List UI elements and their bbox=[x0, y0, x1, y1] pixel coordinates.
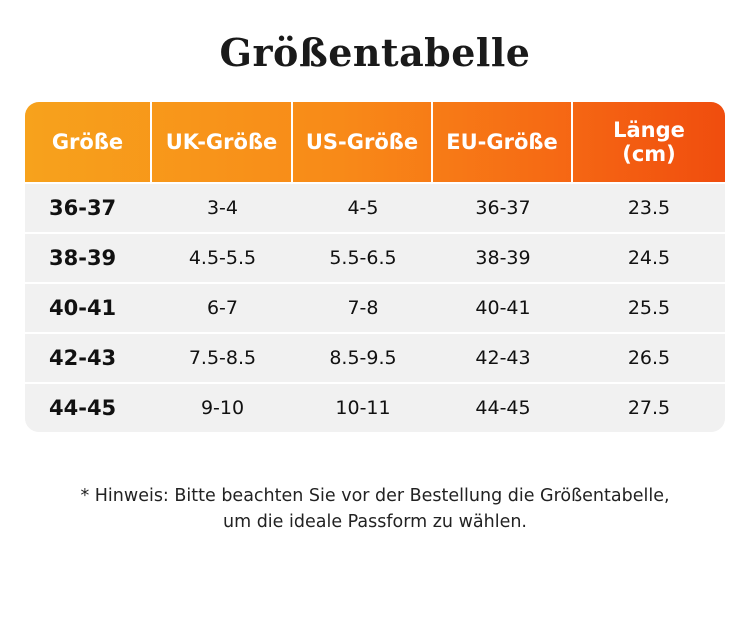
cell-size: 36-37 bbox=[49, 196, 117, 220]
table-row: 38-39 4.5-5.5 5.5-6.5 38-39 24.5 bbox=[25, 232, 725, 282]
cell-size: 44-45 bbox=[49, 396, 117, 420]
table-row: 36-37 3-4 4-5 36-37 23.5 bbox=[25, 182, 725, 232]
cell-us-size: 10-11 bbox=[335, 397, 391, 419]
cell-length: 27.5 bbox=[627, 397, 671, 419]
header-uk-size: UK-Größe bbox=[152, 102, 293, 182]
header-length-cm: Länge (cm) bbox=[613, 118, 685, 166]
size-table: Größe UK-Größe US-Größe EU-Größe Länge (… bbox=[25, 102, 725, 432]
cell-size: 38-39 bbox=[49, 246, 117, 270]
cell-uk-size: 7.5-8.5 bbox=[188, 347, 257, 369]
cell-us-size: 8.5-9.5 bbox=[329, 347, 397, 369]
table-row: 42-43 7.5-8.5 8.5-9.5 42-43 26.5 bbox=[25, 332, 725, 382]
cell-us-size: 7-8 bbox=[347, 297, 379, 319]
header-eu-size: EU-Größe bbox=[433, 102, 573, 182]
header-size: Größe bbox=[25, 102, 152, 182]
cell-uk-size: 9-10 bbox=[200, 397, 245, 419]
cell-size: 40-41 bbox=[49, 296, 117, 320]
table-row: 40-41 6-7 7-8 40-41 25.5 bbox=[25, 282, 725, 332]
cell-length: 24.5 bbox=[627, 247, 671, 269]
cell-eu-size: 36-37 bbox=[475, 197, 531, 219]
cell-uk-size: 3-4 bbox=[206, 197, 239, 219]
cell-us-size: 5.5-6.5 bbox=[329, 247, 397, 269]
cell-eu-size: 42-43 bbox=[475, 347, 531, 369]
cell-size: 42-43 bbox=[49, 346, 117, 370]
cell-length: 25.5 bbox=[627, 297, 671, 319]
page-title: Größentabelle bbox=[219, 30, 531, 75]
size-note: * Hinweis: Bitte beachten Sie vor der Be… bbox=[0, 483, 750, 535]
note-line-1: * Hinweis: Bitte beachten Sie vor der Be… bbox=[80, 486, 670, 506]
cell-length: 23.5 bbox=[627, 197, 671, 219]
cell-uk-size: 6-7 bbox=[206, 297, 239, 319]
cell-length: 26.5 bbox=[627, 347, 671, 369]
cell-eu-size: 38-39 bbox=[475, 247, 531, 269]
table-header-row: Größe UK-Größe US-Größe EU-Größe Länge (… bbox=[25, 102, 725, 182]
cell-eu-size: 44-45 bbox=[475, 397, 531, 419]
cell-uk-size: 4.5-5.5 bbox=[188, 247, 257, 269]
header-us-size: US-Größe bbox=[293, 102, 433, 182]
cell-eu-size: 40-41 bbox=[475, 297, 531, 319]
cell-us-size: 4-5 bbox=[347, 197, 379, 219]
table-row: 44-45 9-10 10-11 44-45 27.5 bbox=[25, 382, 725, 432]
note-line-2: um die ideale Passform zu wählen. bbox=[223, 512, 527, 532]
